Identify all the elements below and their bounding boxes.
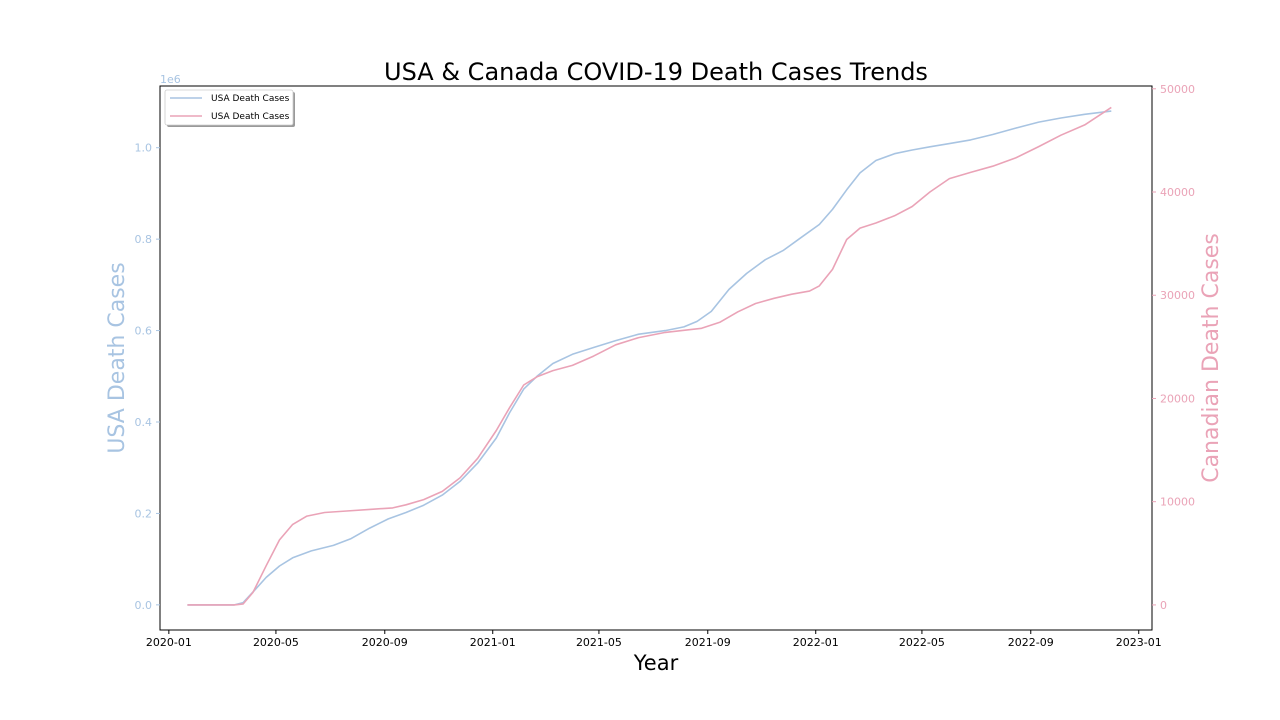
y-left-tick-label: 0.2: [135, 507, 153, 520]
x-axis-ticks: 2020-01 2020-05 2020-09 2021-01 2021-05 2021-…: [146, 630, 1162, 649]
x-tick-label: 2022-05: [899, 636, 945, 649]
y-right-axis-ticks: 0 10000 20000 30000 40000 50000: [1152, 83, 1195, 612]
y-right-tick-label: 20000: [1160, 392, 1195, 405]
x-tick-label: 2020-01: [146, 636, 192, 649]
x-tick-label: 2020-05: [253, 636, 299, 649]
y-right-tick-label: 30000: [1160, 289, 1195, 302]
x-tick-label: 2021-09: [685, 636, 731, 649]
x-tick-label: 2022-09: [1008, 636, 1054, 649]
y-left-axis-label: USA Death Cases: [105, 262, 130, 453]
x-tick-label: 2021-05: [576, 636, 622, 649]
y-right-tick-label: 50000: [1160, 83, 1195, 96]
x-axis-label: Year: [633, 651, 679, 675]
x-tick-label: 2023-01: [1116, 636, 1162, 649]
legend-entry-series-2: USA Death Cases: [211, 112, 290, 122]
x-tick-label: 2021-01: [470, 636, 516, 649]
y-left-tick-label: 0.0: [135, 599, 153, 612]
y-right-axis-label: Canadian Death Cases: [1199, 233, 1224, 483]
legend: USA Death Cases USA Death Cases: [164, 89, 295, 127]
y-right-tick-label: 0: [1160, 599, 1167, 612]
series-line-1: [187, 110, 1112, 606]
y-left-tick-label: 0.8: [135, 233, 153, 246]
y-left-tick-label: 0.6: [135, 325, 153, 338]
y-left-tick-label: 0.4: [135, 416, 153, 429]
chart-title: USA & Canada COVID-19 Death Cases Trends: [384, 58, 928, 86]
left-axis-multiplier: 1e6: [160, 73, 181, 86]
x-tick-label: 2020-09: [362, 636, 408, 649]
plot-frame: [159, 85, 1153, 631]
y-right-tick-label: 40000: [1160, 186, 1195, 199]
y-left-axis-ticks: 0.0 0.2 0.4 0.6 0.8 1.0: [135, 142, 160, 612]
y-right-tick-label: 10000: [1160, 496, 1195, 509]
y-left-tick-label: 1.0: [135, 142, 153, 155]
series-line-2: [187, 106, 1112, 606]
x-tick-label: 2022-01: [793, 636, 839, 649]
plot-lines: [187, 106, 1112, 606]
legend-entry-series-1: USA Death Cases: [211, 94, 290, 104]
